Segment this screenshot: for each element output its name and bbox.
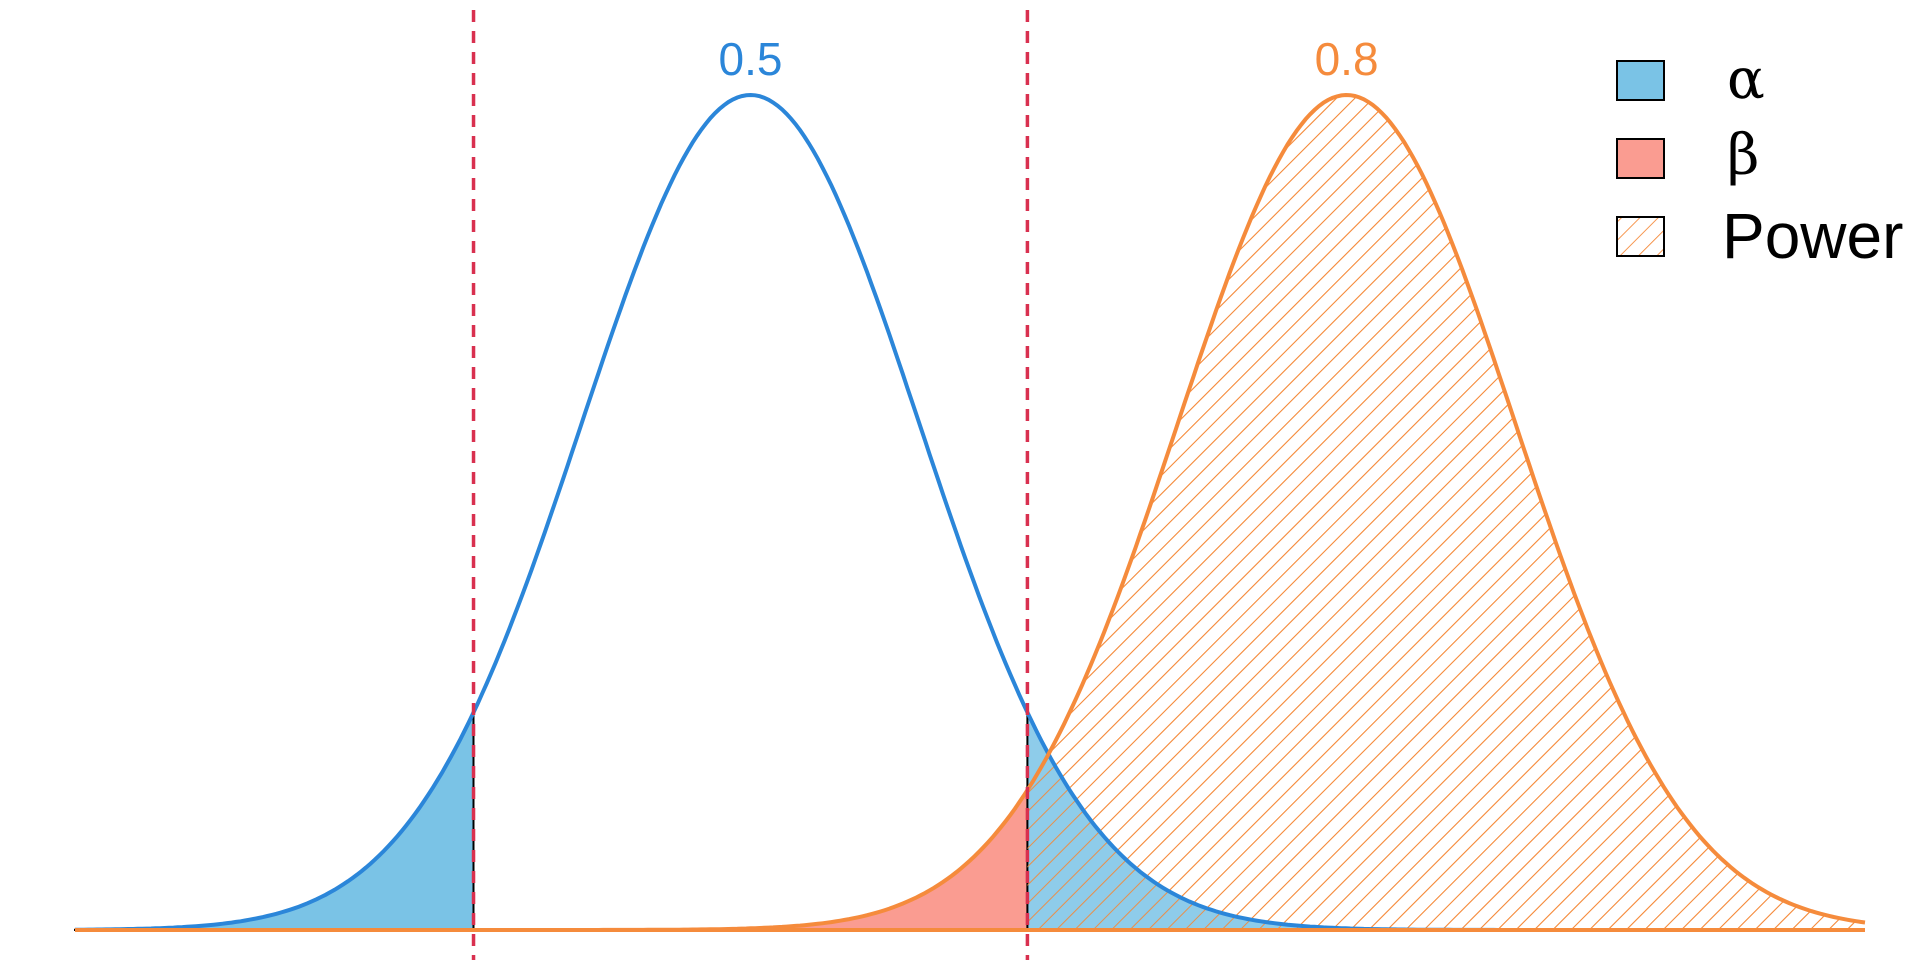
critical-lines	[471, 10, 1030, 960]
beta-area	[75, 790, 1028, 930]
power-hatch-overlay	[1027, 95, 1865, 930]
legend-swatch-power	[1616, 216, 1665, 257]
alpha-area-left	[74, 711, 475, 931]
shaded-areas	[74, 95, 1865, 931]
legend-swatch-alpha	[1616, 60, 1665, 101]
null-peak-label: 0.5	[718, 33, 782, 85]
legend-label-beta: β	[1727, 123, 1759, 188]
legend-swatch-beta	[1616, 138, 1665, 179]
legend-label-power: Power	[1722, 200, 1903, 272]
legend-label-alpha: α	[1727, 47, 1765, 112]
alt-peak-label: 0.8	[1315, 33, 1379, 85]
legend: α β Power	[1616, 47, 1903, 272]
density-curves	[75, 92, 1866, 932]
